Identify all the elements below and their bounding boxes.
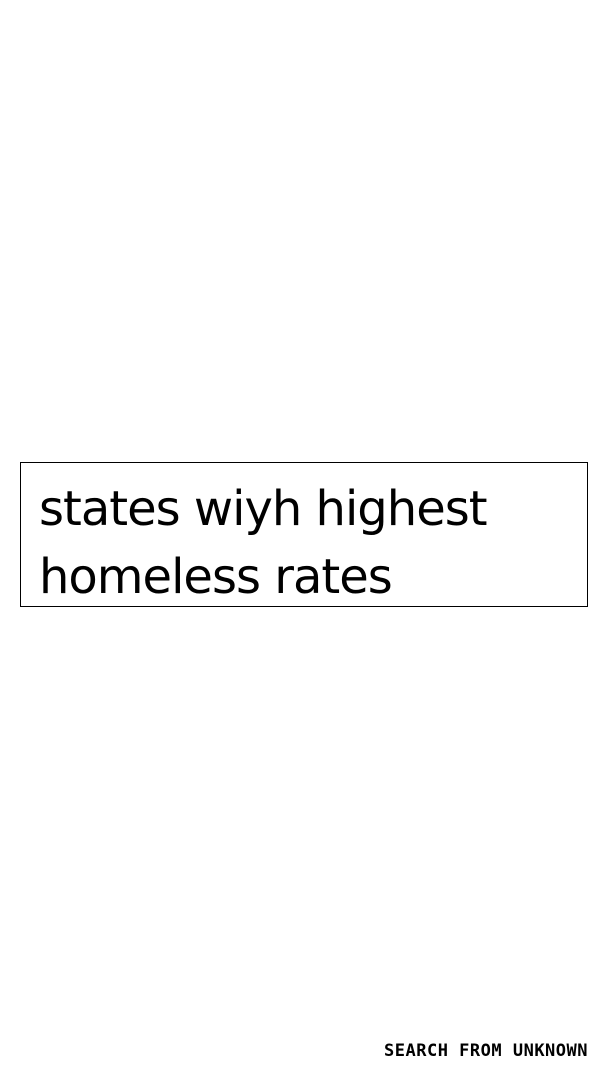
search-query-text: states wiyh highest homeless rates xyxy=(39,481,488,605)
search-query-box[interactable]: states wiyh highest homeless rates xyxy=(20,462,588,607)
search-source-label: SEARCH FROM UNKNOWN xyxy=(384,1041,588,1061)
